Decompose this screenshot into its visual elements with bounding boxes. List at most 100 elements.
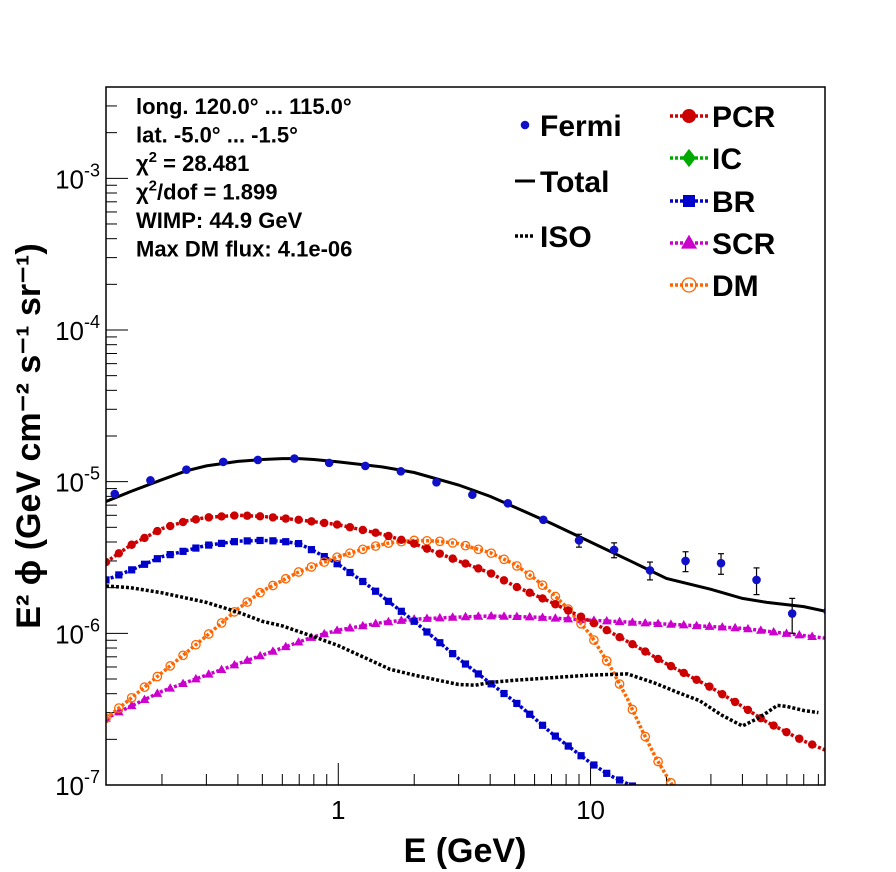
dm-marker (447, 538, 458, 548)
series-line-total (106, 457, 825, 613)
pcr-marker (106, 557, 111, 567)
fermi-data-point (609, 545, 619, 555)
pcr-marker (564, 606, 573, 615)
pcr-marker (178, 517, 188, 527)
pcr-marker (743, 705, 753, 715)
pcr-marker (448, 554, 457, 563)
dm-marker (666, 778, 676, 785)
pcr-marker (474, 564, 483, 573)
pcr-marker (769, 721, 778, 730)
dm-marker (203, 629, 214, 639)
pcr-marker (397, 535, 406, 545)
scr-marker (293, 637, 304, 646)
legend-label-total: Total (540, 166, 609, 199)
series-markers-scr (106, 611, 817, 722)
dm-marker (499, 554, 509, 565)
scr-marker (743, 623, 753, 633)
br-marker (282, 538, 290, 546)
scr-marker (139, 694, 150, 703)
br-marker (384, 597, 393, 605)
legend-symbol-fermi (520, 120, 530, 130)
pcr-marker (255, 512, 265, 521)
y-tick-label: 10-5 (55, 464, 100, 498)
pcr-marker (320, 518, 329, 528)
br-marker (551, 732, 559, 740)
pcr-marker (243, 511, 252, 520)
scr-marker (524, 611, 535, 621)
pcr-marker (628, 640, 637, 649)
pcr-marker (268, 513, 278, 522)
pcr-marker (538, 594, 547, 603)
pcr-marker (782, 727, 791, 737)
dm-marker (434, 536, 445, 547)
pcr-marker (217, 512, 226, 521)
series-line-scr (106, 614, 825, 720)
plot-frame (105, 86, 826, 786)
scr-marker (666, 619, 676, 628)
scr-marker (178, 678, 188, 687)
pcr-marker (666, 661, 676, 671)
fermi-data-point (432, 478, 441, 487)
br-marker (526, 710, 534, 718)
scr-marker (768, 626, 779, 636)
pcr-marker (165, 521, 175, 531)
fermi-data-point (182, 465, 191, 474)
fermi-data-point (787, 609, 797, 618)
br-marker (140, 560, 149, 568)
scr-marker (499, 611, 509, 620)
br-marker (106, 576, 110, 584)
scr-marker (268, 646, 278, 655)
y-tick-label: 10-6 (55, 615, 100, 649)
series-total (106, 457, 825, 613)
pcr-marker (576, 612, 586, 621)
pcr-marker (615, 632, 624, 642)
legend-ic: IC (670, 143, 742, 176)
dm-marker (113, 703, 124, 713)
info-chi2: χ2 = 28.481 (136, 149, 249, 176)
scr-marker (447, 612, 458, 621)
br-marker (205, 541, 213, 549)
pcr-marker (230, 511, 239, 520)
pcr-marker (795, 734, 804, 743)
series-line-iso (106, 584, 819, 728)
dm-marker (242, 597, 253, 607)
fermi-data-point (253, 455, 263, 465)
scr-marker (717, 622, 728, 631)
pcr-marker (525, 588, 534, 597)
br-marker (372, 587, 380, 595)
pcr-marker (153, 526, 162, 536)
pcr-marker (384, 531, 393, 541)
br-marker (436, 639, 444, 647)
dm-marker (268, 580, 278, 591)
pcr-marker (422, 544, 432, 553)
series-iso (106, 584, 819, 728)
info-wimp: WIMP: 44.9 GeV (136, 208, 303, 233)
legend-label-ic: IC (712, 143, 742, 176)
br-marker (513, 699, 521, 708)
scr-marker (280, 641, 291, 651)
br-marker (615, 776, 624, 784)
fermi-data-point (290, 454, 299, 463)
legend-label-fermi: Fermi (540, 110, 622, 143)
legend-total: Total (515, 166, 609, 199)
scr-marker (165, 683, 176, 692)
br-marker (461, 660, 470, 668)
fermi-data-point (324, 458, 334, 468)
fermi-data-point (396, 467, 406, 476)
dm-marker (306, 562, 317, 572)
br-marker (192, 544, 200, 552)
scr-marker (191, 673, 201, 683)
pcr-marker (114, 549, 124, 558)
fermi-data-point (110, 489, 120, 499)
br-marker (230, 538, 238, 546)
fit-info-box: long. 120.0° ... 115.0° lat. -5.0° ... -1… (136, 94, 352, 262)
legend-symbol-ic (682, 148, 696, 168)
scr-marker (396, 615, 407, 624)
br-marker (423, 628, 431, 636)
dm-marker (216, 618, 227, 628)
scr-marker (370, 618, 381, 628)
fermi-data-point (645, 566, 655, 575)
fermi-data-point (146, 476, 155, 485)
tick-labels: 1 10 10-7 10-6 10-5 10-4 10-3 (55, 160, 605, 825)
dm-marker (126, 692, 137, 703)
